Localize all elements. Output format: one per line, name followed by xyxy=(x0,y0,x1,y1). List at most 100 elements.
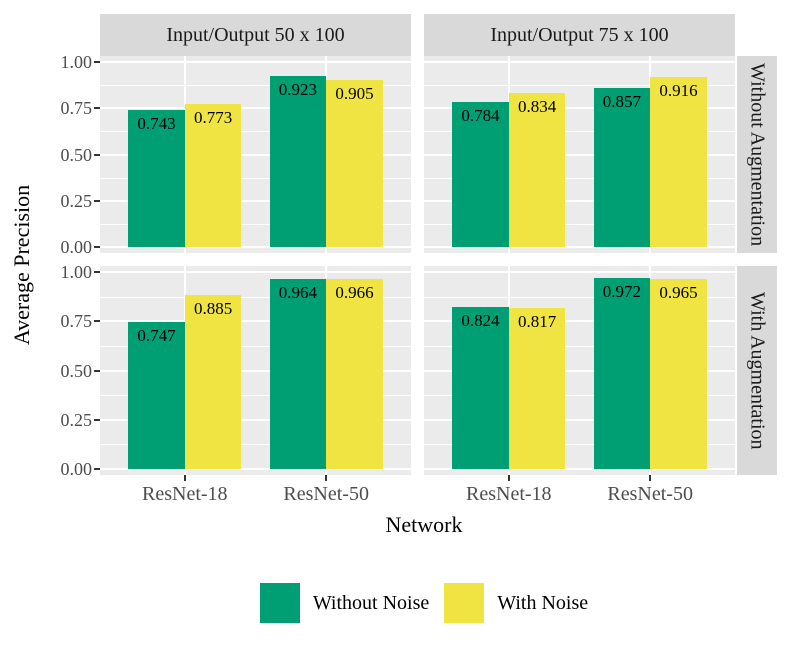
gridline-major xyxy=(100,246,411,249)
gridline-major xyxy=(100,153,411,156)
y-tick-label: 0.25 xyxy=(60,190,93,211)
y-tick-mark xyxy=(94,271,101,274)
gridline-minor xyxy=(424,223,735,225)
gridline-major xyxy=(100,320,411,323)
gridline-major xyxy=(100,271,411,274)
bar-without-noise xyxy=(128,109,185,248)
y-tick-mark xyxy=(94,369,101,372)
bar-without-noise xyxy=(452,306,509,469)
gridline-minor xyxy=(424,131,735,133)
bar-value-label: 0.905 xyxy=(335,83,374,103)
facet-panel: 0.824 0.817 0.972 0.965 xyxy=(424,266,735,475)
gridline-major xyxy=(424,271,735,274)
legend-key-with-noise xyxy=(444,583,485,623)
legend-key-without-noise xyxy=(259,583,300,623)
bar-value-label: 0.923 xyxy=(278,80,318,100)
bar-without-noise xyxy=(593,277,651,469)
gridline-major xyxy=(424,60,735,63)
facet-row-strip-label: Without Augmentation xyxy=(746,62,769,247)
bar-with-noise xyxy=(184,103,242,248)
y-tick-mark xyxy=(94,60,101,63)
facet-row-strip-label: With Augmentation xyxy=(746,291,769,450)
gridline-major xyxy=(100,107,411,110)
bar-value-label: 0.964 xyxy=(278,283,318,303)
x-tick-mark xyxy=(507,475,510,481)
y-tick-label: 1.00 xyxy=(60,51,93,72)
bar-value-label: 0.834 xyxy=(517,96,557,116)
y-tick-mark xyxy=(94,246,101,249)
y-tick-label: 0.50 xyxy=(60,144,93,165)
y-tick-label: 0.00 xyxy=(60,458,93,479)
bar-without-noise xyxy=(452,101,509,248)
gridline-major xyxy=(424,246,735,249)
bar-value-label: 0.743 xyxy=(137,113,176,133)
legend-label: With Noise xyxy=(497,591,589,614)
gridline-major xyxy=(424,369,735,372)
gridline-minor xyxy=(424,177,735,179)
legend: Without Noise With Noise xyxy=(100,583,748,623)
gridline-major xyxy=(100,369,411,372)
y-tick-label: 1.00 xyxy=(60,262,93,283)
gridline-minor xyxy=(100,85,411,87)
facet-panel: 0.784 0.834 0.857 0.916 xyxy=(424,56,735,253)
bar-with-noise xyxy=(508,92,566,248)
gridline-major xyxy=(424,467,735,470)
y-tick-mark xyxy=(94,467,101,470)
bar-with-noise xyxy=(326,278,383,469)
bar-value-label: 0.916 xyxy=(659,81,698,101)
gridline-minor xyxy=(100,395,411,397)
gridline-minor xyxy=(424,85,735,87)
legend-item: With Noise xyxy=(444,583,588,623)
facet-col-strip-75x100: Input/Output 75 x 100 xyxy=(424,14,735,56)
gridline-minor xyxy=(424,345,735,347)
bar-without-noise xyxy=(269,279,327,469)
y-tick-mark xyxy=(94,199,101,202)
bar-with-noise xyxy=(326,79,383,248)
gridline-major xyxy=(424,153,735,156)
bar-without-noise xyxy=(269,76,327,248)
bar-value-label: 0.857 xyxy=(602,92,642,112)
facet-col-strip-label: Input/Output 50 x 100 xyxy=(166,23,345,46)
facet-panel: 0.743 0.773 0.923 0.905 xyxy=(100,56,411,253)
y-tick-mark xyxy=(94,320,101,323)
x-tick-label: ResNet-18 xyxy=(142,483,228,505)
y-tick-label: 0.75 xyxy=(60,311,93,332)
gridline-major xyxy=(424,107,735,110)
gridline-minor xyxy=(100,345,411,347)
gridline-major xyxy=(424,418,735,421)
gridline-minor xyxy=(100,223,411,225)
bar-value-label: 0.824 xyxy=(461,310,500,330)
x-tick-mark xyxy=(649,475,652,481)
gridline-major xyxy=(424,199,735,202)
gridline-minor xyxy=(100,177,411,179)
bar-value-label: 0.972 xyxy=(602,281,642,301)
y-tick-label: 0.50 xyxy=(60,360,93,381)
bar-without-noise xyxy=(128,321,185,469)
gridline-minor xyxy=(424,444,735,446)
facet-col-strip-label: Input/Output 75 x 100 xyxy=(490,23,669,46)
gridline-major xyxy=(100,199,411,202)
gridline-minor xyxy=(100,296,411,298)
y-tick-label: 0.25 xyxy=(60,409,93,430)
facet-col-strip-50x100: Input/Output 50 x 100 xyxy=(100,14,411,56)
bar-with-noise xyxy=(650,77,707,248)
bar-value-label: 0.747 xyxy=(137,325,176,345)
bar-without-noise xyxy=(593,88,651,248)
y-tick-mark xyxy=(94,107,101,110)
legend-label: Without Noise xyxy=(312,591,430,614)
x-tick-label: ResNet-50 xyxy=(283,483,369,505)
gridline-major xyxy=(424,320,735,323)
bar-value-label: 0.817 xyxy=(517,312,557,332)
gridline-minor xyxy=(100,131,411,133)
gridline-minor xyxy=(424,296,735,298)
bar-with-noise xyxy=(184,294,242,469)
x-tick-label: ResNet-18 xyxy=(466,483,552,505)
gridline-major xyxy=(100,467,411,470)
facet-row-strip-with-augmentation: With Augmentation xyxy=(737,266,777,475)
bar-value-label: 0.965 xyxy=(659,283,698,303)
facet-panel: 0.747 0.885 0.964 0.966 xyxy=(100,266,411,475)
x-tick-mark xyxy=(183,475,186,481)
bar-value-label: 0.773 xyxy=(193,107,233,127)
x-axis-title: Network xyxy=(385,512,463,537)
